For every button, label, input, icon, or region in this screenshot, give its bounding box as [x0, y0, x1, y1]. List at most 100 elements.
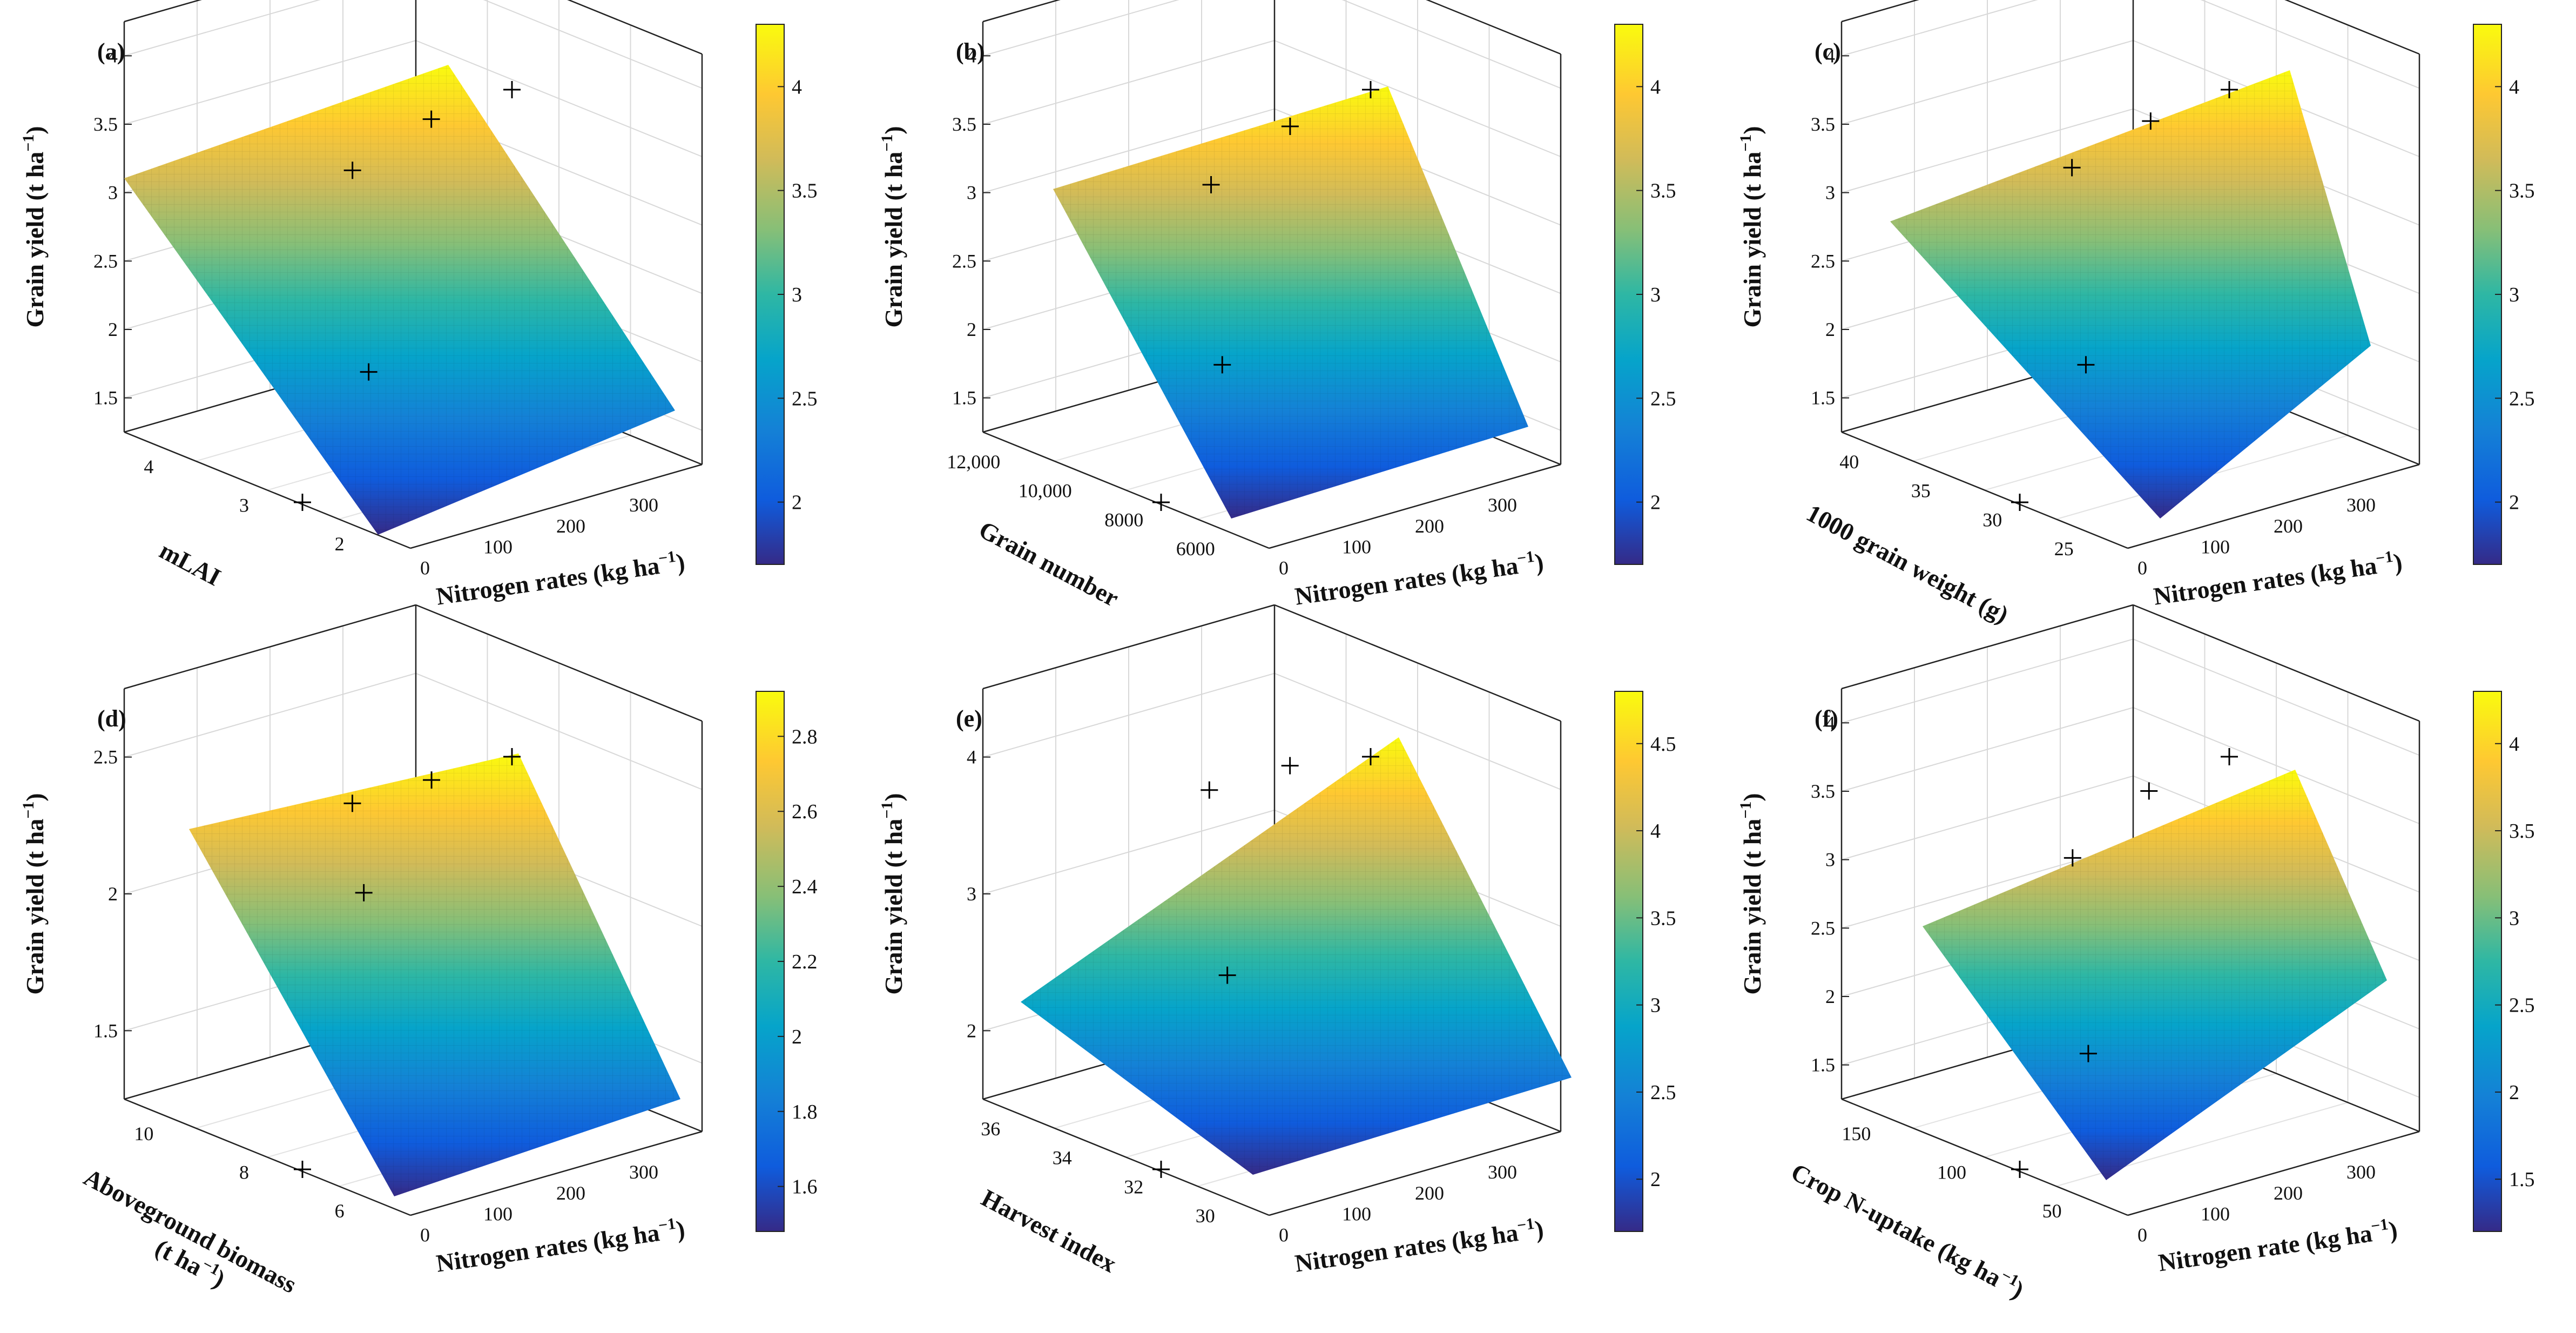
observed-point — [343, 795, 361, 812]
x-tick-label: 300 — [1488, 1161, 1517, 1183]
colorbar-tick-label: 2 — [2509, 492, 2519, 514]
colorbar: 1.6 1.8 2 2.2 2.4 2.6 2.8 — [756, 691, 818, 1232]
observed-point — [1213, 356, 1231, 374]
y-tick-label: 30 — [1982, 509, 2002, 530]
observed-point — [355, 884, 373, 901]
observed-point — [2063, 159, 2081, 177]
colorbar-tick-label: 4 — [1650, 820, 1661, 843]
observed-point — [2077, 356, 2095, 374]
z-tick-label: 1.5 — [952, 387, 976, 409]
colorbar-tick-label: 1.8 — [792, 1101, 818, 1123]
x-axis-label: Nitrogen rates (kg ha−1) — [2152, 547, 2404, 610]
colorbar: 2 2.5 3 3.5 4 — [756, 24, 818, 565]
y-tick-label: 36 — [981, 1118, 1000, 1140]
colorbar-tick-label: 4 — [2509, 733, 2519, 756]
colorbar: 2 2.5 3 3.5 4 — [2473, 24, 2535, 565]
z-tick-label: 2.5 — [1811, 917, 1835, 939]
x-tick-label: 0 — [420, 1224, 430, 1246]
response-surface — [1890, 70, 2371, 519]
z-axis-label: Grain yield (t ha−1) — [1737, 126, 1766, 327]
x-tick-label: 300 — [629, 494, 658, 516]
z-tick-label: 2.5 — [952, 250, 976, 272]
z-tick-label: 2 — [967, 319, 976, 340]
x-tick-label: 0 — [1279, 557, 1289, 578]
colorbar-tick-label: 4 — [792, 76, 802, 98]
observed-point — [2064, 849, 2081, 867]
z-tick-label: 1.5 — [93, 387, 118, 409]
x-tick-label: 100 — [483, 1203, 512, 1225]
colorbar: 2 2.5 3 3.5 4 4.5 — [1614, 691, 1676, 1232]
response-surface — [1021, 737, 1572, 1175]
z-tick-label: 2 — [108, 319, 118, 340]
y-tick-label: 25 — [2054, 538, 2074, 560]
z-tick-label: 3.5 — [93, 113, 118, 135]
colorbar-tick-label: 3.5 — [1650, 180, 1676, 203]
z-axis-label: Grain yield (t ha−1) — [19, 793, 49, 994]
observed-point — [294, 494, 311, 511]
z-tick-label: 2 — [1825, 319, 1835, 340]
observed-point — [1281, 118, 1299, 135]
colorbar-tick-label: 2 — [2509, 1081, 2519, 1104]
x-tick-label: 100 — [483, 536, 512, 558]
y-tick-label: 34 — [1053, 1147, 1072, 1169]
colorbar-tick-label: 3 — [2509, 907, 2519, 930]
colorbar-tick-label: 2.5 — [2509, 387, 2535, 410]
observed-point — [2011, 494, 2028, 511]
z-tick-label: 2 — [1825, 986, 1835, 1007]
z-tick-label: 4 — [108, 45, 118, 66]
y-tick-label: 8 — [239, 1162, 249, 1183]
observed-point — [2079, 1045, 2097, 1062]
z-tick-label: 3.5 — [1811, 780, 1835, 802]
y-tick-label: 100 — [1937, 1162, 1966, 1183]
colorbar-tick-label: 3 — [2509, 284, 2519, 306]
observed-point — [2142, 112, 2160, 130]
x-axis-label: Nitrogen rates (kg ha−1) — [1293, 1214, 1545, 1277]
y-tick-label: 32 — [1124, 1176, 1143, 1197]
x-tick-label: 200 — [556, 1182, 585, 1204]
colorbar-tick-label: 4.5 — [1650, 733, 1676, 756]
x-tick-label: 300 — [2346, 1161, 2376, 1183]
panel-label: (d) — [97, 705, 126, 732]
colorbar-tick-label: 1.5 — [2509, 1168, 2535, 1191]
y-axis-label: Crop N-uptake (kg ha−1) — [1786, 1156, 2029, 1304]
x-tick-label: 0 — [2137, 557, 2147, 578]
y-axis-label: 1000 grain weight (g) — [1802, 499, 2013, 629]
x-tick-label: 200 — [2274, 515, 2303, 537]
y-axis-label: mLAI — [155, 536, 225, 591]
y-tick-label: 4 — [144, 456, 153, 477]
colorbar-tick-label: 2 — [792, 1026, 802, 1048]
x-tick-label: 200 — [1415, 1182, 1444, 1204]
x-tick-label: 200 — [1415, 515, 1444, 537]
z-axis-label: Grain yield (t ha−1) — [878, 793, 907, 994]
y-tick-label: 30 — [1196, 1205, 1215, 1227]
z-tick-label: 3 — [967, 883, 976, 905]
observed-point — [1362, 748, 1379, 765]
observed-point — [1152, 1161, 1170, 1178]
response-surface — [1923, 770, 2387, 1180]
y-tick-label: 12,000 — [947, 451, 1000, 473]
z-tick-label: 2.5 — [93, 746, 118, 768]
colorbar-tick-label: 2.5 — [2509, 994, 2535, 1017]
colorbar-tick-label: 3.5 — [792, 180, 818, 203]
z-tick-label: 4 — [967, 45, 976, 66]
y-tick-label: 3 — [239, 495, 249, 516]
colorbar-tick-label: 3 — [1650, 284, 1661, 306]
observed-point — [2140, 782, 2158, 800]
panel-label: (b) — [956, 38, 985, 65]
observed-point — [2221, 748, 2238, 765]
panel-f: 1.5 2 2.5 3 3.5 4 50 100 150 0 100 200 300 (f) Grain y… — [1737, 604, 2535, 1304]
response-surface — [189, 753, 680, 1196]
x-tick-label: 0 — [1279, 1224, 1289, 1246]
observed-point — [503, 81, 521, 98]
colorbar-tick-label: 4 — [1650, 76, 1661, 98]
x-tick-label: 300 — [2346, 494, 2376, 516]
colorbar: 1.5 2 2.5 3 3.5 4 — [2473, 691, 2535, 1232]
z-axis-label: Grain yield (t ha−1) — [1737, 793, 1766, 994]
y-tick-label: 50 — [2042, 1200, 2062, 1222]
y-tick-label: 8000 — [1104, 509, 1143, 530]
y-tick-label: 6000 — [1176, 538, 1215, 560]
observed-point — [423, 771, 441, 789]
colorbar-tick-label: 2.5 — [1650, 1081, 1676, 1104]
x-tick-label: 300 — [629, 1161, 658, 1183]
